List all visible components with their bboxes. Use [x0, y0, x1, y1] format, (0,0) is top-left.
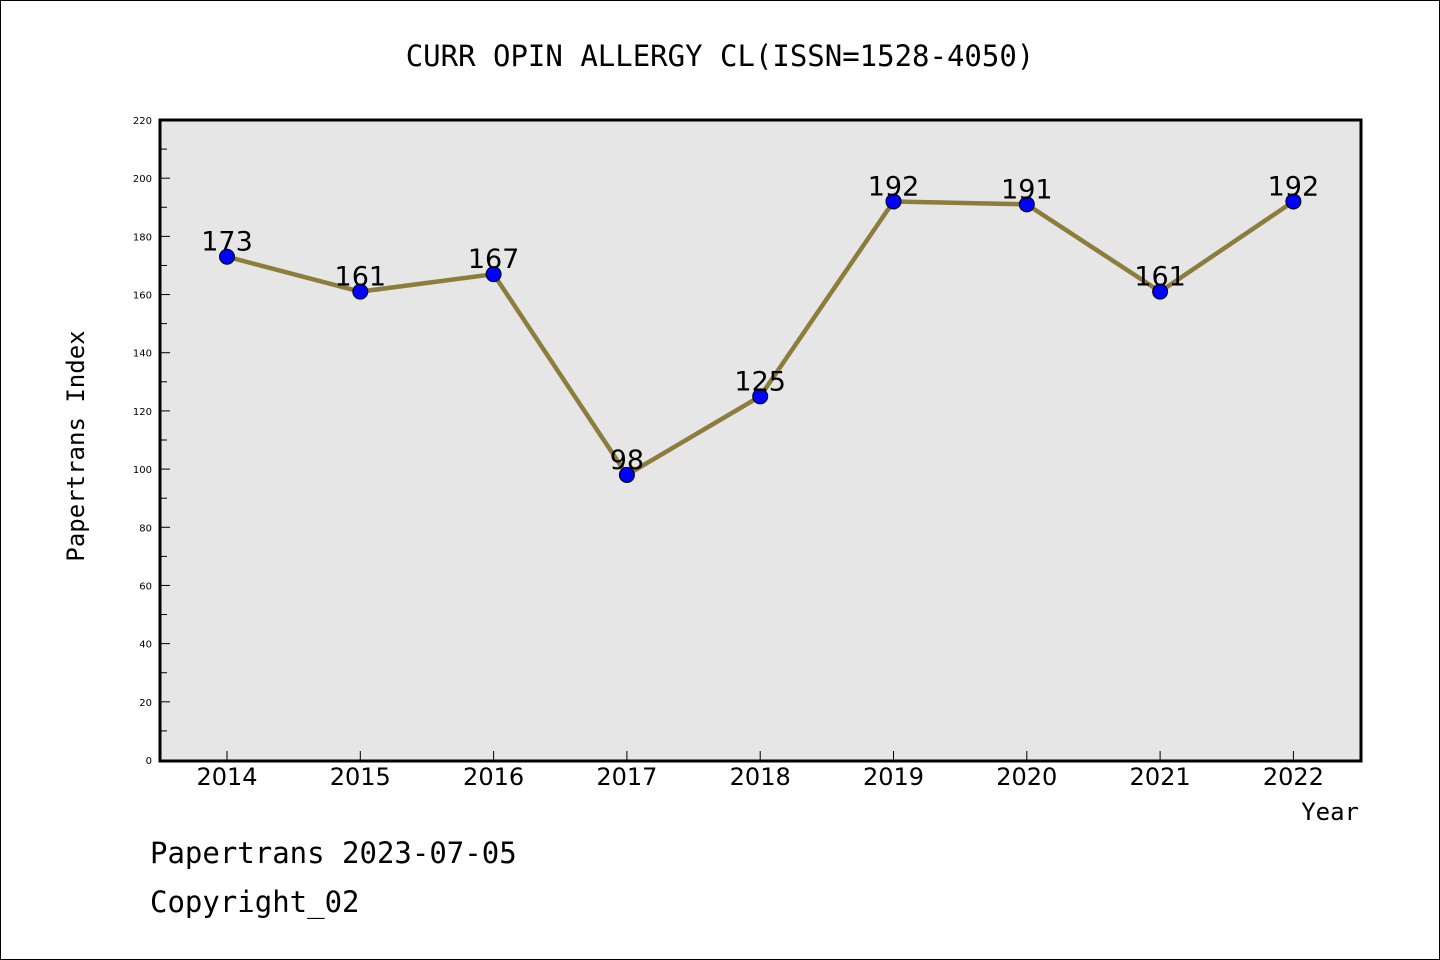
data-labels: 173 161 167 98 125 192 191 161 192 [201, 171, 1319, 475]
data-label: 192 [868, 171, 920, 202]
y-tick-label: 20 [139, 698, 152, 709]
data-point [752, 388, 769, 405]
y-tick-label: 60 [139, 581, 152, 592]
x-tick-label: 2014 [196, 763, 257, 791]
data-label: 98 [610, 445, 644, 476]
data-point [1152, 283, 1169, 300]
data-point [1018, 196, 1035, 213]
data-label: 161 [1134, 262, 1186, 293]
x-tick-label: 2018 [730, 763, 791, 791]
y-tick-label: 220 [133, 116, 152, 127]
data-point [885, 193, 902, 210]
y-axis-label: Papertrans Index [62, 330, 90, 561]
y-tick-label: 80 [139, 523, 152, 534]
data-label: 173 [201, 227, 253, 258]
x-tick-label: 2020 [996, 763, 1057, 791]
data-point [352, 283, 369, 300]
x-tick-label: 2017 [596, 763, 657, 791]
data-point [1285, 193, 1302, 210]
x-tick-label: 2022 [1263, 763, 1324, 791]
data-point [618, 466, 635, 483]
y-tick-label: 0 [146, 756, 152, 767]
footer-copyright-text: Copyright_02 [150, 885, 360, 919]
plot-area [160, 120, 1361, 761]
data-label: 125 [734, 366, 786, 397]
data-series [219, 193, 1302, 483]
data-label: 192 [1268, 171, 1320, 202]
data-label: 161 [335, 262, 387, 293]
data-label: 167 [468, 244, 520, 275]
y-axis: 0 20 40 60 80 100 120 140 160 180 200 220 [133, 116, 170, 767]
footer-date-text: Papertrans 2023-07-05 [150, 836, 517, 870]
data-label: 191 [1001, 174, 1053, 205]
y-tick-label: 140 [133, 349, 152, 360]
y-tick-label: 180 [133, 232, 152, 243]
chart-title: CURR OPIN ALLERGY CL(ISSN=1528-4050) [406, 39, 1035, 73]
x-axis: 2014 2015 2016 2017 2018 2019 2020 2021 2022 [196, 751, 1324, 791]
y-tick-label: 40 [139, 640, 152, 651]
x-axis-label: Year [1301, 798, 1359, 826]
data-point [485, 266, 502, 283]
y-tick-label: 160 [133, 291, 152, 302]
x-tick-label: 2016 [463, 763, 524, 791]
y-tick-label: 200 [133, 174, 152, 185]
x-tick-label: 2021 [1130, 763, 1191, 791]
data-point [219, 248, 235, 265]
x-tick-label: 2015 [330, 763, 391, 791]
x-tick-label: 2019 [863, 763, 924, 791]
y-tick-label: 100 [133, 465, 152, 476]
plot-border [158, 118, 1363, 763]
y-tick-label: 120 [133, 407, 152, 418]
